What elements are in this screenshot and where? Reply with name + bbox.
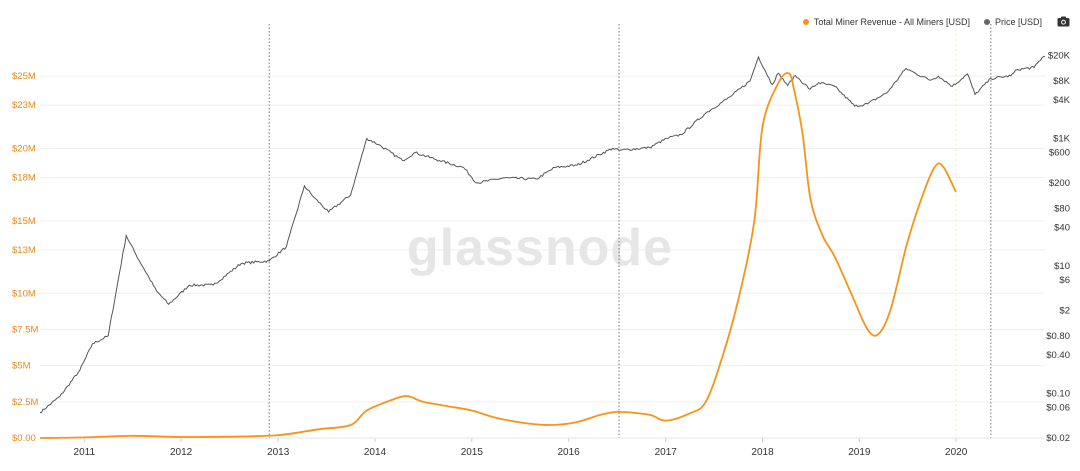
x-tick-label: 2012: [170, 447, 193, 458]
left-tick-label: $18M: [12, 172, 36, 183]
right-tick-label: $200: [1049, 178, 1070, 189]
x-tick-label: 2013: [267, 447, 290, 458]
series-revenue-line[interactable]: [39, 72, 957, 439]
left-tick-label: $15M: [12, 216, 36, 227]
right-tick-label: $1K: [1053, 133, 1071, 144]
right-tick-label: $600: [1049, 148, 1070, 159]
left-tick-label: $10M: [12, 288, 36, 299]
left-tick-label: $13M: [12, 245, 36, 256]
x-axis: 2011 2012 2013 2014 2015 2016 2017 2018 2019 2020: [74, 438, 968, 458]
right-tick-label: $4K: [1053, 95, 1071, 106]
right-tick-label: $0.40: [1046, 350, 1070, 361]
right-tick-label: $20K: [1048, 50, 1071, 61]
left-axis: $0.00 $2.5M $5M $7.5M $10M $13M $15M $18M $20M $2…: [12, 71, 38, 444]
right-tick-label: $8K: [1053, 76, 1071, 87]
x-tick-label: 2014: [364, 447, 387, 458]
left-tick-label: $20M: [12, 144, 36, 155]
x-tick-label: 2015: [461, 447, 484, 458]
x-tick-label: 2020: [945, 447, 968, 458]
x-tick-label: 2018: [751, 447, 774, 458]
gridlines: [40, 75, 1045, 439]
right-tick-label: $6: [1059, 275, 1070, 286]
legend-label-price: Price [USD]: [994, 17, 1042, 27]
camera-icon[interactable]: [1057, 15, 1070, 28]
left-tick-label: $7.5M: [12, 324, 38, 335]
right-tick-label: $0.02: [1046, 433, 1070, 444]
left-tick-label: $23M: [12, 100, 36, 111]
legend-label-revenue: Total Miner Revenue - All Miners [USD]: [813, 17, 970, 27]
x-tick-label: 2017: [655, 447, 678, 458]
x-tick-label: 2019: [848, 447, 871, 458]
right-tick-label: $0.06: [1046, 403, 1070, 414]
legend-dot-revenue: [802, 19, 809, 25]
right-tick-label: $40: [1054, 223, 1070, 234]
watermark: glassnode: [407, 219, 673, 277]
left-tick-label: $2.5M: [12, 397, 38, 408]
vertical-markers: [268, 24, 992, 438]
x-tick-label: 2016: [558, 447, 581, 458]
series-price-line[interactable]: [40, 55, 1046, 414]
left-tick-label: $5M: [12, 361, 31, 372]
right-tick-label: $80: [1054, 203, 1070, 214]
right-tick-label: $0.80: [1046, 331, 1070, 342]
right-tick-label: $2: [1059, 305, 1070, 316]
left-tick-label: $25M: [12, 71, 36, 82]
right-tick-label: $10: [1054, 261, 1070, 272]
legend-item-revenue[interactable]: Total Miner Revenue - All Miners [USD]: [802, 17, 970, 27]
legend: Total Miner Revenue - All Miners [USD] P…: [789, 17, 1042, 27]
right-tick-label: $0.10: [1046, 388, 1070, 399]
legend-dot-price: [983, 19, 990, 25]
left-tick-label: $0.00: [12, 433, 36, 444]
x-tick-label: 2011: [74, 447, 96, 458]
legend-item-price[interactable]: Price [USD]: [983, 17, 1042, 27]
right-axis: $0.02 $0.06 $0.10 $0.40 $0.80 $2 $6 $10 $40 $80 $2…: [1046, 50, 1070, 444]
